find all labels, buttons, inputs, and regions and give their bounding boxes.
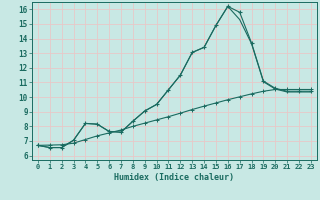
X-axis label: Humidex (Indice chaleur): Humidex (Indice chaleur) [115, 173, 234, 182]
